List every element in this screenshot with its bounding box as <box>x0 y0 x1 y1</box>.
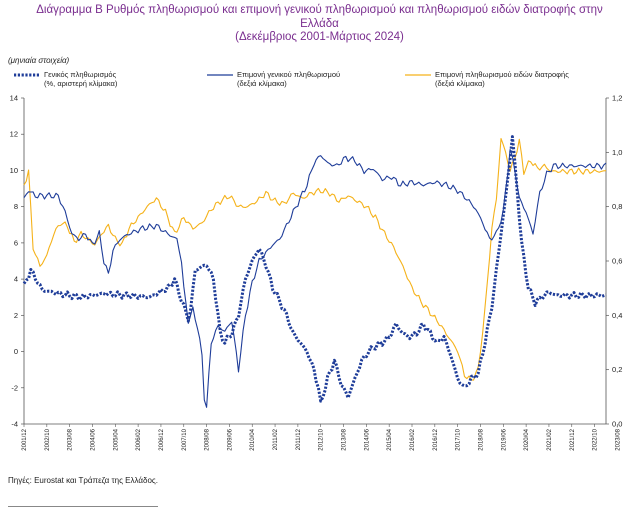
x-tick-label: 2003/08 <box>68 428 74 450</box>
x-tick-label: 2020/04 <box>524 428 530 450</box>
x-tick-label: 2021/02 <box>547 428 553 450</box>
left-tick-label: 0 <box>14 347 18 356</box>
left-tick-label: 8 <box>14 202 18 211</box>
x-tick-label: 2013/08 <box>342 428 348 450</box>
x-tick-label: 2009/06 <box>227 428 233 450</box>
left-tick-label: -4 <box>11 420 18 429</box>
right-tick-label: 0,4 <box>612 311 622 320</box>
x-tick-label: 2011/12 <box>296 428 302 450</box>
x-tick-label: 2008/08 <box>205 428 211 450</box>
legend-label-scale: (%, αριστερή κλίμακα) <box>44 79 118 88</box>
legend-label: Επιμονή γενικού πληθωρισμού <box>237 70 340 79</box>
x-tick-label: 2005/04 <box>113 428 119 450</box>
legend-label: Επιμονή πληθωρισμού ειδών διατροφής <box>435 70 569 79</box>
x-tick-label: 2018/08 <box>478 428 484 450</box>
chart-title: Διάγραμμα Β Ρυθμός πληθωρισμού και επιμο… <box>0 4 639 45</box>
left-tick-label: 6 <box>14 238 18 247</box>
x-tick-label: 2001/12 <box>22 428 28 450</box>
title-line-3: (Δεκέμβριος 2001-Μάρτιος 2024) <box>235 31 404 43</box>
chart-plot: -4-2024681012140,00,20,40,60,81,01,22001… <box>10 70 623 451</box>
left-tick-label: 10 <box>10 166 18 175</box>
x-tick-label: 2017/10 <box>456 428 462 450</box>
x-tick-label: 2002/10 <box>45 428 51 450</box>
x-tick-label: 2012/10 <box>319 428 325 450</box>
legend-label-scale: (δεξιά κλίμακα) <box>237 79 287 88</box>
x-tick-label: 2015/04 <box>387 428 393 450</box>
x-tick-label: 2016/12 <box>433 428 439 450</box>
x-tick-label: 2006/02 <box>136 428 142 450</box>
left-tick-label: 2 <box>14 311 18 320</box>
x-tick-label: 2014/06 <box>364 428 370 450</box>
right-tick-label: 1,2 <box>612 94 622 103</box>
legend-label-scale: (δεξιά κλίμακα) <box>435 79 485 88</box>
x-tick-label: 2019/06 <box>501 428 507 450</box>
left-tick-label: 12 <box>10 130 18 139</box>
x-tick-label: 2006/12 <box>159 428 165 450</box>
legend-label: Γενικός πληθωρισμός <box>44 70 117 79</box>
title-line-1: Διάγραμμα Β Ρυθμός πληθωρισμού και επιμο… <box>36 4 603 16</box>
left-tick-label: -2 <box>11 383 18 392</box>
x-tick-label: 2004/06 <box>90 428 96 450</box>
title-line-2: Ελλάδα <box>300 17 339 30</box>
right-tick-label: 0,6 <box>612 257 622 266</box>
inflation-series-line <box>22 135 607 403</box>
chart-subnote: (μηνιαία στοιχεία) <box>8 56 70 65</box>
x-tick-label: 2010/04 <box>250 428 256 450</box>
x-tick-label: 2023/08 <box>615 428 621 450</box>
left-tick-label: 14 <box>10 94 18 103</box>
left-tick-label: 4 <box>14 275 18 284</box>
source-divider <box>8 506 158 507</box>
right-tick-label: 0,8 <box>612 202 622 211</box>
source-note: Πηγές: Eurostat και Τράπεζα της Ελλάδος. <box>8 476 158 485</box>
x-tick-label: 2021/12 <box>570 428 576 450</box>
right-tick-label: 0,2 <box>612 365 622 374</box>
right-tick-label: 1,0 <box>612 148 622 157</box>
x-tick-label: 2011/02 <box>273 428 279 450</box>
x-tick-label: 2022/10 <box>593 428 599 450</box>
general-persistence-series-line <box>23 148 607 408</box>
x-tick-label: 2007/10 <box>182 428 188 450</box>
x-tick-label: 2016/02 <box>410 428 416 450</box>
